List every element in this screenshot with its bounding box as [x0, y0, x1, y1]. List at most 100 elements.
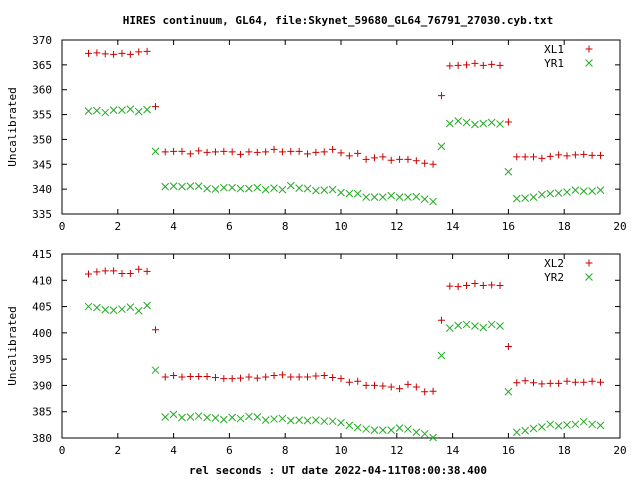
data-point-yr2 — [579, 417, 588, 426]
data-point-xl2 — [530, 379, 538, 387]
data-point-xl2 — [245, 373, 253, 381]
data-point-xl2 — [538, 380, 546, 388]
data-point-xl2 — [93, 268, 101, 276]
data-point-yr1 — [320, 186, 329, 194]
data-point-yr2 — [194, 412, 203, 420]
data-point-xl1 — [278, 148, 286, 156]
data-point-xl1 — [178, 147, 186, 155]
data-point-yr1 — [362, 193, 370, 201]
data-point-xl1 — [143, 47, 151, 55]
data-point-yr1 — [219, 183, 228, 192]
y-axis-label: Uncalibrated — [6, 306, 19, 385]
data-point-xl1 — [437, 92, 445, 100]
data-point-yr1 — [143, 105, 151, 114]
y-tick-label: 365 — [32, 59, 52, 72]
data-point-yr1 — [337, 188, 345, 197]
data-point-yr2 — [546, 420, 555, 429]
data-point-yr1 — [236, 184, 245, 193]
data-point-xl1 — [370, 154, 378, 162]
data-point-yr1 — [538, 190, 546, 199]
data-point-xl2 — [278, 371, 286, 379]
data-point-yr1 — [370, 193, 379, 201]
data-point-yr2 — [445, 324, 454, 332]
data-point-yr2 — [479, 323, 488, 332]
data-point-yr2 — [563, 421, 571, 429]
data-point-yr1 — [512, 194, 521, 203]
data-point-xl2 — [596, 378, 604, 386]
data-point-xl1 — [337, 149, 345, 157]
data-point-xl2 — [580, 378, 588, 386]
data-point-xl1 — [287, 147, 295, 155]
data-point-yr1 — [378, 193, 387, 201]
data-point-yr2 — [161, 413, 170, 421]
y-tick-label: 345 — [32, 158, 52, 171]
legend-label-xl1: XL1 — [544, 43, 564, 56]
data-point-yr2 — [462, 320, 471, 329]
data-point-xl1 — [295, 147, 303, 155]
data-point-yr2 — [211, 414, 220, 422]
data-point-yr1 — [546, 189, 555, 198]
data-point-xl1 — [237, 150, 245, 158]
data-point-xl2 — [379, 382, 387, 390]
x-tick-label: 6 — [226, 444, 233, 457]
y-tick-label: 385 — [32, 406, 52, 419]
data-point-yr2 — [143, 301, 151, 310]
data-point-yr2 — [496, 322, 504, 330]
data-point-yr2 — [454, 321, 463, 330]
data-point-xl1 — [101, 50, 109, 58]
data-point-xl2 — [337, 375, 345, 383]
bottom-panel: 0 2 4 6 8 10 12 14 16 18 20 380 385 390 395 400 405 410 41… — [6, 248, 627, 457]
data-point-yr1 — [445, 119, 454, 128]
data-point-xl1 — [211, 148, 219, 156]
x-tick-label: 20 — [613, 444, 626, 457]
data-point-yr2 — [178, 413, 186, 422]
data-point-yr1 — [161, 182, 170, 191]
data-point-xl1 — [151, 103, 159, 111]
data-point-yr2 — [203, 413, 211, 422]
data-point-yr2 — [387, 426, 396, 434]
data-point-yr2 — [337, 418, 345, 427]
data-point-yr2 — [378, 426, 387, 434]
data-point-xl1 — [412, 157, 420, 165]
data-point-xl2 — [496, 282, 504, 290]
data-point-xl1 — [488, 60, 496, 68]
data-point-yr2 — [253, 413, 262, 421]
data-point-xl2 — [387, 383, 395, 391]
plot-frame — [61, 39, 621, 215]
data-point-yr2 — [219, 415, 228, 424]
y-tick-label: 415 — [32, 248, 52, 261]
data-point-xl1 — [379, 153, 387, 161]
data-point-xl2 — [354, 377, 362, 385]
data-point-xl1 — [195, 147, 203, 155]
data-point-xl2 — [161, 373, 169, 381]
data-point-xl1 — [228, 148, 236, 156]
data-point-yr1 — [126, 105, 135, 113]
data-point-xl1 — [320, 148, 328, 156]
data-point-yr1 — [429, 197, 437, 206]
data-point-xl1 — [571, 151, 579, 159]
data-point-yr1 — [93, 106, 101, 115]
data-point-yr2 — [512, 428, 521, 437]
data-point-yr2 — [487, 320, 496, 329]
data-point-xl2 — [588, 377, 596, 385]
data-point-xl1 — [555, 151, 563, 159]
data-point-yr1 — [134, 107, 143, 116]
data-point-xl1 — [530, 153, 538, 161]
data-point-xl2 — [370, 381, 378, 389]
data-point-xl2 — [151, 326, 159, 334]
x-axis-label: rel seconds : UT date 2022-04-11T08:00:3… — [189, 464, 487, 477]
data-point-yr2 — [228, 413, 237, 422]
data-point-xl2 — [479, 282, 487, 290]
data-point-xl1 — [429, 160, 437, 168]
data-point-yr1 — [101, 108, 110, 117]
x-tick-label: 8 — [282, 444, 289, 457]
data-point-xl1 — [588, 151, 596, 159]
data-point-xl1 — [396, 155, 404, 163]
legend-marker-yr2 — [585, 273, 593, 281]
data-point-xl2 — [345, 378, 353, 386]
data-point-yr2 — [151, 366, 160, 375]
y-tick-label: 370 — [32, 34, 52, 47]
data-point-xl1 — [203, 148, 211, 156]
data-point-yr2 — [353, 423, 362, 432]
